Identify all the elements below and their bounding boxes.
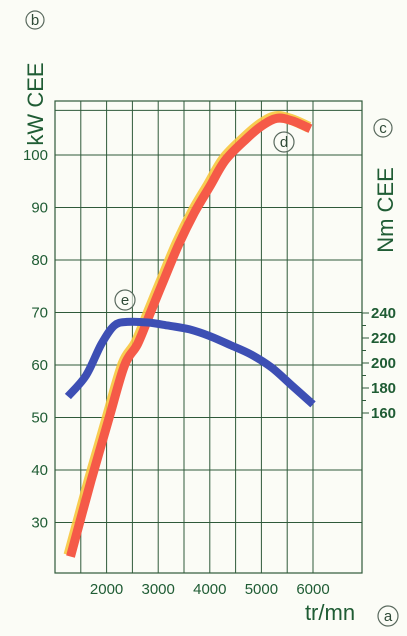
x-tick-label: 5000 — [245, 581, 278, 598]
marker-e-label: e — [121, 292, 129, 309]
torque-curve — [64, 317, 316, 408]
marker-d: d — [273, 131, 295, 153]
marker-a-label: a — [384, 608, 393, 625]
power-curve — [66, 113, 313, 558]
left-tick-label: 100 — [23, 147, 48, 164]
right-tick-label: 220 — [371, 330, 396, 347]
right-axis: 160 180 200 220 240 — [361, 305, 396, 422]
x-tick-label: 6000 — [296, 581, 329, 598]
left-tick-label: 90 — [31, 200, 48, 217]
x-tick-label: 3000 — [142, 581, 175, 598]
marker-d-label: d — [280, 134, 288, 151]
left-axis-title: kW CEE — [23, 62, 48, 145]
marker-b-label: b — [31, 12, 39, 29]
left-tick-label: 70 — [31, 305, 48, 322]
marker-b: b — [25, 10, 45, 30]
left-tick-label: 50 — [31, 410, 48, 427]
chart-series — [63, 111, 316, 558]
right-tick-label: 240 — [371, 305, 396, 322]
left-tick-label: 40 — [31, 462, 48, 479]
marker-a: a — [377, 605, 399, 627]
marker-c: c — [373, 118, 393, 138]
marker-c-label: c — [379, 120, 387, 137]
right-tick-label: 200 — [371, 355, 396, 372]
right-axis-title: Nm CEE — [373, 167, 398, 253]
left-tick-label: 60 — [31, 357, 48, 374]
left-tick-label: 80 — [31, 252, 48, 269]
marker-e: e — [114, 289, 136, 311]
right-tick-label: 180 — [371, 380, 396, 397]
left-axis-ticks: 30 40 50 60 70 80 90 100 — [23, 147, 48, 532]
x-axis-title: tr/mn — [305, 600, 355, 625]
left-tick-label: 30 — [31, 515, 48, 532]
right-tick-label: 160 — [371, 405, 396, 422]
x-axis-ticks: 2000 3000 4000 5000 6000 — [90, 581, 330, 598]
x-tick-label: 4000 — [193, 581, 226, 598]
x-tick-label: 2000 — [90, 581, 123, 598]
